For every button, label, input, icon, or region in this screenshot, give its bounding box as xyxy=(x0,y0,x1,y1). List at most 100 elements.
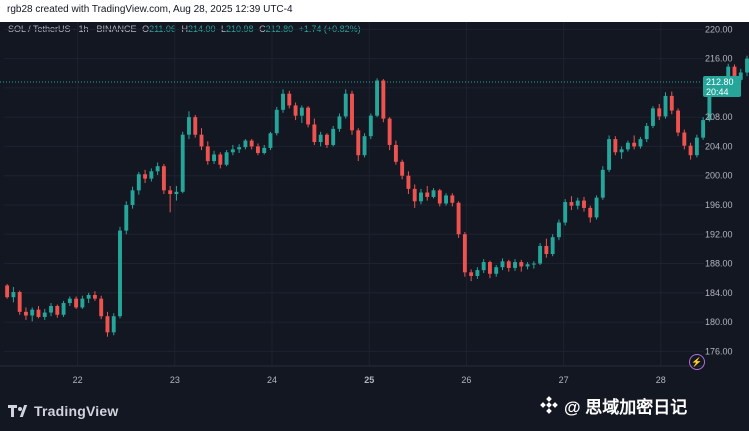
candle-body xyxy=(450,195,455,203)
x-tick-label: 25 xyxy=(364,375,374,385)
candle-body xyxy=(193,117,198,135)
candle-body xyxy=(682,132,687,146)
candle-body xyxy=(11,292,16,298)
candle-body xyxy=(419,192,423,202)
candle-body xyxy=(368,115,373,137)
candle-body xyxy=(111,316,116,333)
candle-body xyxy=(644,125,649,140)
y-tick-label: 176.00 xyxy=(705,346,733,356)
y-tick-label: 180.00 xyxy=(705,317,733,327)
attribution-caption: rgb28 created with TradingView.com, Aug … xyxy=(7,4,293,15)
candle-body xyxy=(669,95,674,111)
chart-axes: 176.00 180.00 184.00 188.00 192.00 196.00 200.… xyxy=(0,24,733,385)
candle-body xyxy=(387,118,392,145)
candle-body xyxy=(588,207,593,218)
candle-body xyxy=(256,146,260,154)
candles xyxy=(5,55,749,337)
candle-body xyxy=(506,261,511,268)
x-tick-label: 24 xyxy=(267,375,277,385)
candle-body xyxy=(80,298,85,308)
candle-body xyxy=(205,146,210,162)
tradingview-logo: TradingView xyxy=(8,401,118,421)
candle-body xyxy=(331,128,336,145)
tradingview-logo-icon xyxy=(8,404,30,418)
candle-body xyxy=(469,272,474,276)
y-tick-label: 188.00 xyxy=(705,259,733,269)
candle-body xyxy=(136,174,141,191)
candle-body xyxy=(431,190,436,197)
candle-body xyxy=(613,139,618,153)
candle-body xyxy=(350,93,354,131)
candle-body xyxy=(55,305,60,315)
price-tag-countdown: 20:44 xyxy=(706,87,729,97)
candle-body xyxy=(268,133,273,148)
candle-body xyxy=(124,204,129,231)
candle-body xyxy=(694,137,699,156)
candle-body xyxy=(42,312,47,317)
chart-grid xyxy=(0,22,704,366)
candle-body xyxy=(425,192,430,197)
candle-body xyxy=(500,261,505,268)
candle-body xyxy=(525,264,530,267)
candle-body xyxy=(17,292,22,312)
candle-body xyxy=(337,116,342,129)
candle-body xyxy=(218,154,223,165)
candle-body xyxy=(688,145,693,156)
candle-body xyxy=(180,134,185,192)
candle-body xyxy=(663,95,668,117)
candle-body xyxy=(519,262,524,267)
candle-body xyxy=(550,237,555,255)
price-chart[interactable]: 176.00 180.00 184.00 188.00 192.00 196.00 200.… xyxy=(0,22,749,394)
candle-body xyxy=(99,298,104,317)
bolt-icon[interactable]: ⚡ xyxy=(689,354,705,370)
candle-body xyxy=(638,139,643,147)
candle-body xyxy=(212,154,216,162)
candle-body xyxy=(444,195,448,204)
candle-body xyxy=(281,93,285,110)
candle-body xyxy=(738,72,743,80)
candle-body xyxy=(199,134,204,147)
candle-body xyxy=(412,188,417,202)
price-tag-box xyxy=(703,76,741,98)
candle-body xyxy=(155,166,160,172)
candle-body xyxy=(488,262,492,274)
y-tick-label: 220.00 xyxy=(705,24,733,34)
x-tick-label: 26 xyxy=(461,375,471,385)
candle-body xyxy=(36,309,41,317)
candle-body xyxy=(161,166,166,191)
attribution-bar: rgb28 created with TradingView.com, Aug … xyxy=(0,0,749,22)
candle-body xyxy=(67,298,72,304)
candle-body xyxy=(745,58,749,73)
candle-body xyxy=(249,140,254,147)
candle-body xyxy=(437,190,442,204)
candle-body xyxy=(607,139,612,170)
candle-body xyxy=(130,190,135,205)
candle-body xyxy=(230,149,235,153)
tradingview-brand: TradingView xyxy=(34,403,119,419)
candle-body xyxy=(362,136,367,156)
candle-body xyxy=(594,197,599,218)
x-tick-label: 28 xyxy=(656,375,666,385)
candle-body xyxy=(707,92,712,121)
candle-body xyxy=(544,245,549,255)
candle-body xyxy=(456,202,461,235)
candle-body xyxy=(61,303,66,315)
candle-body xyxy=(5,285,10,298)
candle-body xyxy=(187,117,191,135)
candle-body xyxy=(600,169,605,198)
candle-body xyxy=(74,298,79,308)
candle-body xyxy=(406,175,411,189)
candle-body xyxy=(299,107,304,116)
candle-body xyxy=(619,149,624,153)
diamond-logo-icon xyxy=(540,396,558,414)
candle-body xyxy=(513,262,517,268)
candle-body xyxy=(481,262,486,271)
candle-body xyxy=(49,305,53,313)
candle-body xyxy=(732,66,737,80)
candle-body xyxy=(475,270,480,276)
candle-body xyxy=(237,147,242,150)
candle-body xyxy=(575,200,580,206)
candle-body xyxy=(356,130,361,156)
candle-body xyxy=(676,110,680,133)
candle-body xyxy=(287,93,292,106)
